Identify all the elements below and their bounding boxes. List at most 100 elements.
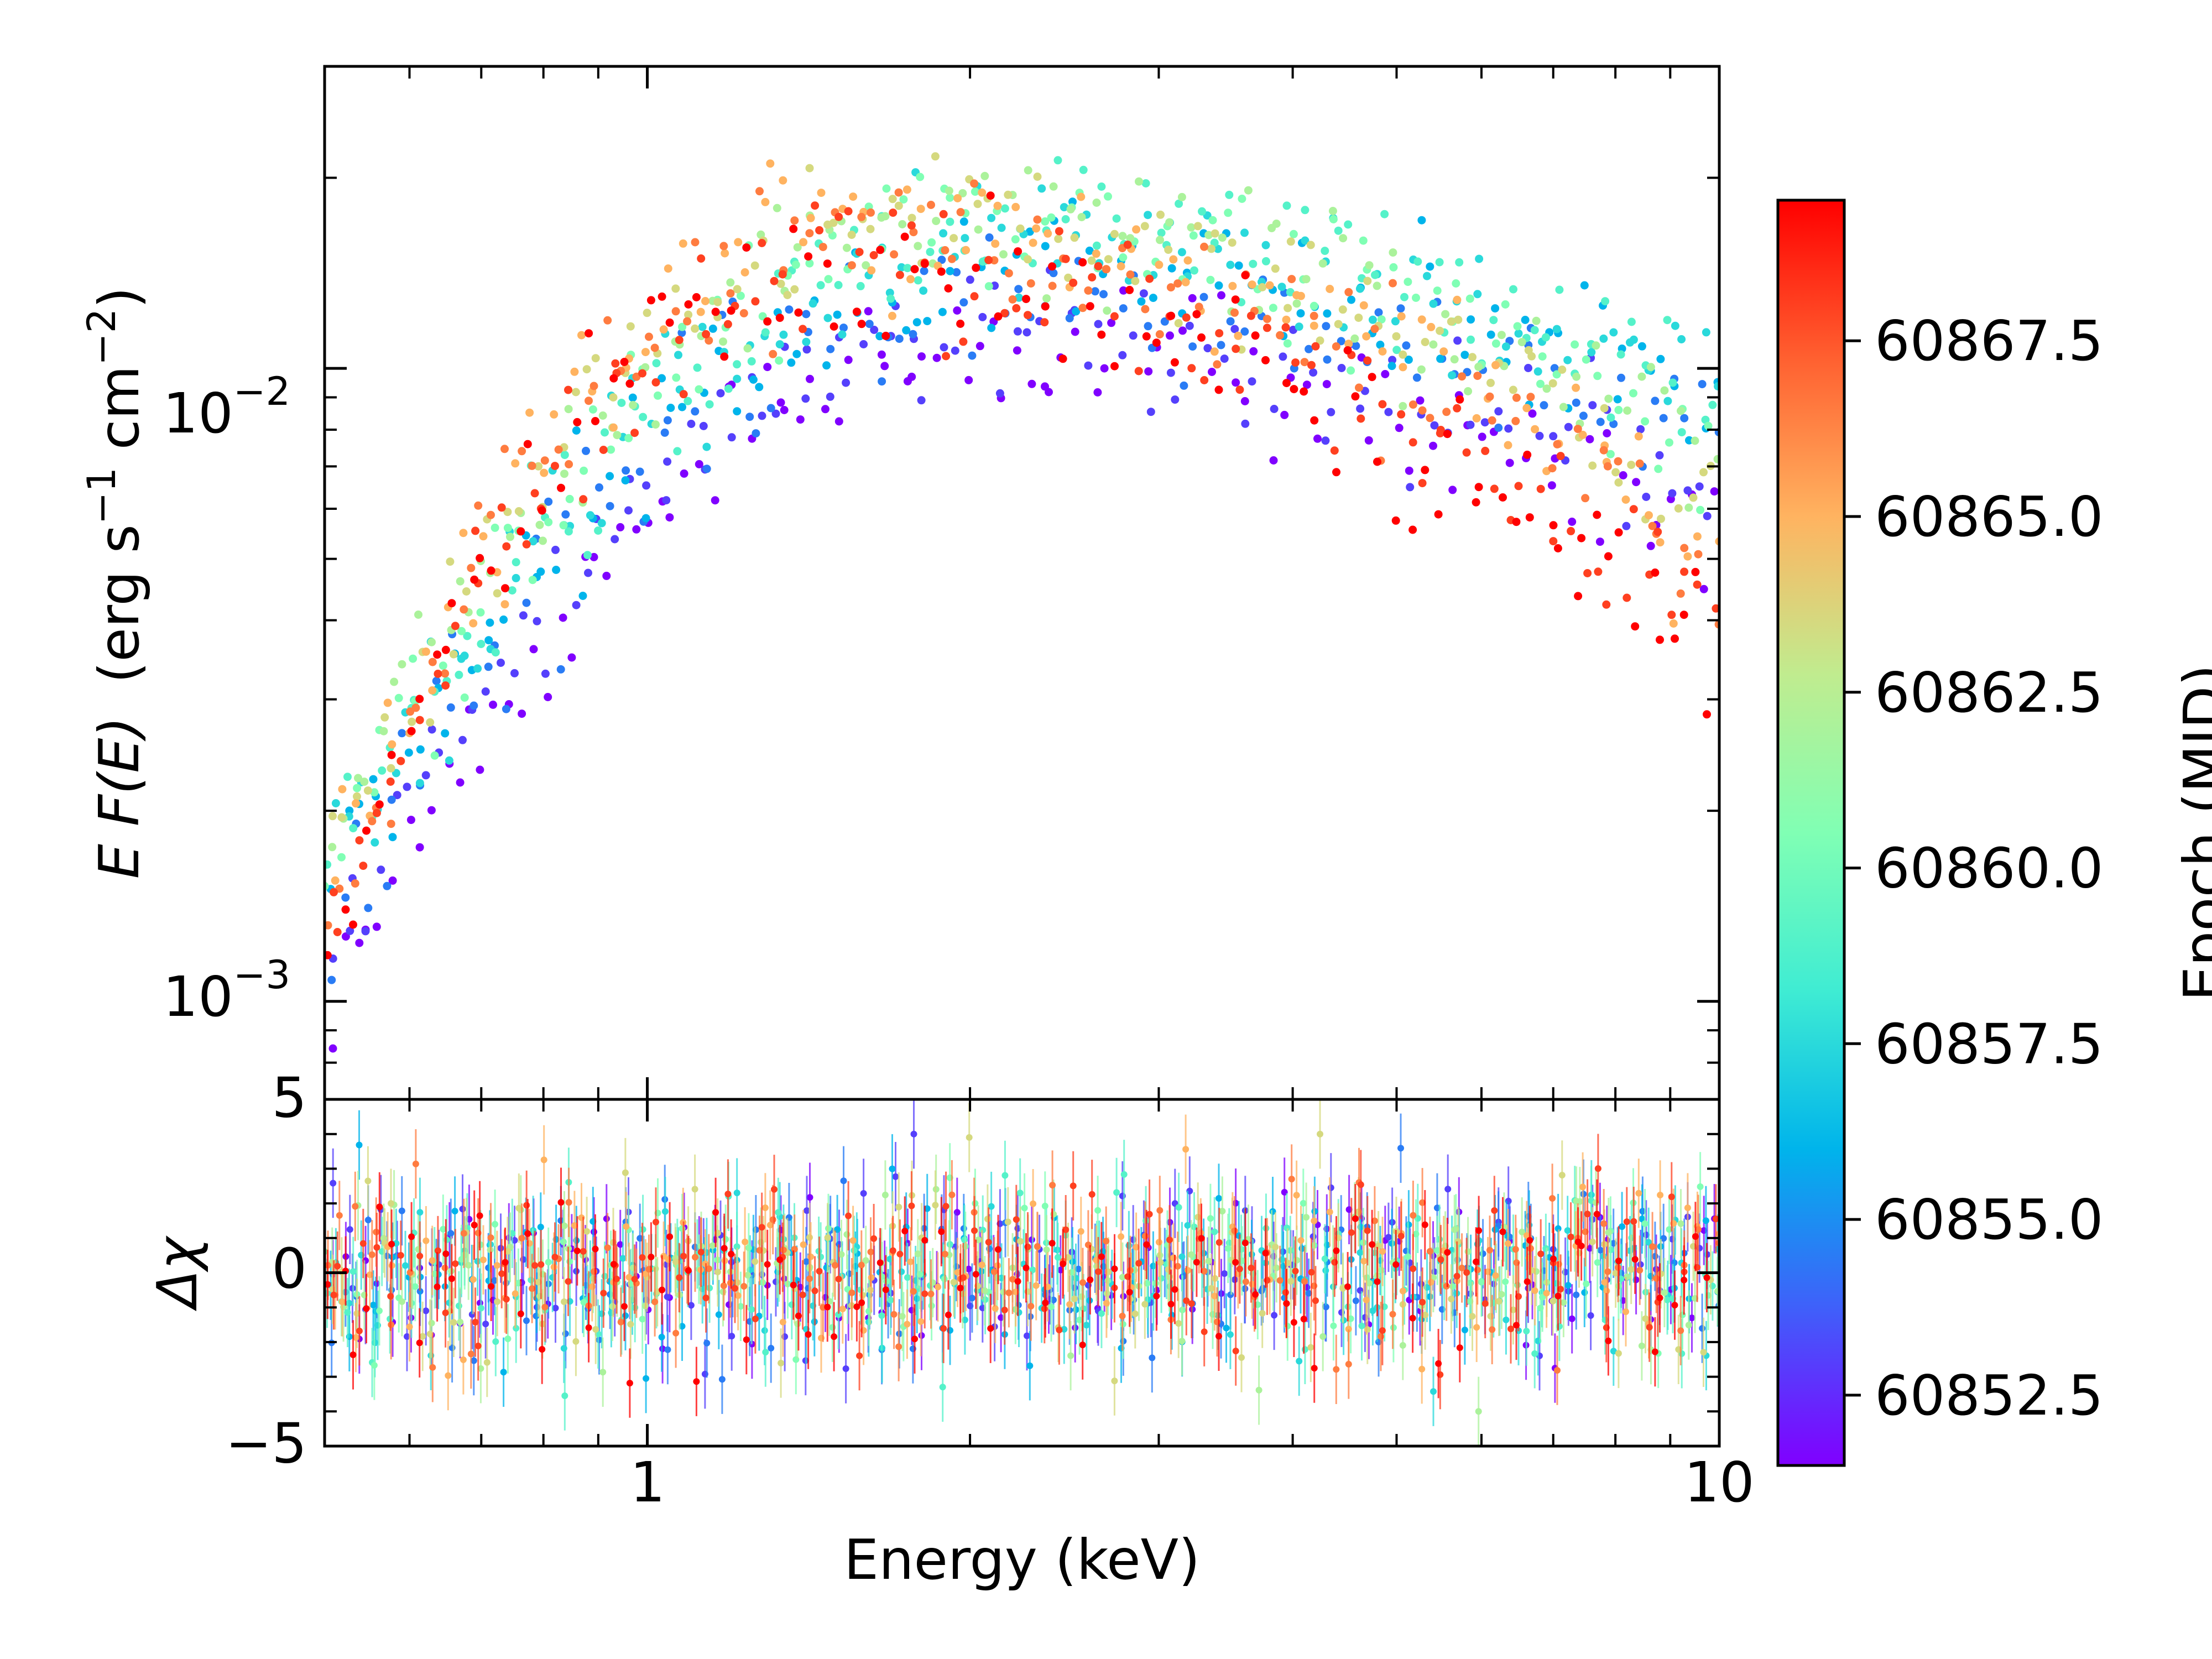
data-point	[903, 264, 912, 273]
data-point	[564, 527, 573, 536]
data-point	[1691, 567, 1700, 576]
data-point	[1609, 420, 1618, 429]
data-point	[882, 184, 891, 193]
data-point	[539, 536, 547, 545]
data-point	[916, 173, 925, 181]
colorbar-ticks: 60852.560855.060857.560860.060862.560865…	[1844, 309, 2104, 1428]
data-point	[790, 216, 799, 225]
data-point	[1026, 279, 1035, 288]
data-point	[691, 238, 700, 247]
data-point	[733, 285, 742, 294]
data-point	[747, 357, 756, 366]
residual-point	[1149, 1354, 1156, 1361]
x-tick-label-10: 10	[1684, 1450, 1754, 1515]
data-point	[695, 460, 703, 468]
data-point	[379, 727, 388, 735]
residual-point	[1631, 1256, 1639, 1263]
data-point	[613, 431, 622, 440]
data-point	[500, 445, 509, 453]
residual-point	[515, 1204, 523, 1212]
residual-point	[1198, 1235, 1205, 1242]
data-point	[724, 384, 733, 393]
data-point	[779, 176, 787, 185]
residual-point	[1201, 1267, 1208, 1275]
data-point	[801, 394, 810, 403]
data-point	[584, 568, 592, 577]
data-point	[502, 542, 511, 551]
data-point	[1580, 281, 1589, 290]
data-point	[1249, 347, 1258, 356]
residual-point	[804, 1207, 810, 1214]
data-point	[1084, 286, 1093, 295]
data-point	[771, 409, 780, 418]
residual-point	[1542, 1245, 1550, 1252]
data-point	[1389, 248, 1397, 257]
data-point	[1467, 335, 1475, 344]
data-point	[1683, 486, 1692, 495]
data-point	[727, 306, 735, 315]
data-point	[775, 314, 784, 322]
residual-point	[1357, 1249, 1364, 1256]
data-point	[1512, 518, 1521, 526]
residual-point	[1166, 1237, 1173, 1243]
data-point	[932, 217, 941, 226]
data-point	[1577, 534, 1586, 542]
residual-point	[467, 1350, 474, 1358]
data-point	[1384, 408, 1393, 416]
data-point	[481, 687, 490, 696]
residual-point	[895, 1203, 902, 1211]
data-point	[886, 294, 895, 303]
data-point	[658, 374, 666, 383]
data-point	[1193, 222, 1202, 231]
residual-point	[1615, 1350, 1622, 1357]
data-point	[678, 322, 687, 331]
data-point	[763, 363, 772, 372]
data-point	[589, 382, 598, 390]
residual-point	[1379, 1248, 1386, 1255]
residual-point	[1554, 1367, 1561, 1374]
data-point	[360, 778, 369, 786]
residual-point	[1171, 1286, 1178, 1293]
residual-point	[1141, 1233, 1149, 1240]
data-point	[793, 243, 802, 252]
data-point	[325, 951, 332, 959]
residual-point	[831, 1333, 838, 1340]
residual-point	[1048, 1240, 1056, 1247]
data-point	[959, 217, 968, 226]
residual-point	[476, 1212, 483, 1219]
data-point	[974, 225, 983, 234]
data-point	[662, 496, 671, 505]
residual-point	[1531, 1350, 1538, 1357]
data-point	[1713, 455, 1719, 463]
data-point	[1323, 355, 1332, 364]
residual-point	[769, 1216, 776, 1223]
data-point	[1399, 363, 1407, 372]
data-point	[502, 705, 510, 713]
data-point	[500, 600, 509, 609]
data-point	[1453, 295, 1462, 304]
data-point	[1156, 210, 1165, 219]
data-point	[353, 784, 362, 792]
data-point	[380, 713, 389, 722]
data-point	[1155, 260, 1164, 269]
data-point	[1126, 270, 1135, 279]
data-point	[1513, 322, 1522, 331]
data-point	[907, 213, 916, 222]
data-point	[1322, 380, 1331, 389]
residual-point	[373, 1244, 380, 1251]
data-point	[823, 259, 832, 268]
data-point	[1199, 293, 1208, 301]
data-point	[1613, 395, 1622, 404]
residual-point	[806, 1275, 813, 1282]
residual-point	[1293, 1192, 1300, 1199]
residual-point	[1153, 1292, 1160, 1300]
residual-point	[835, 1311, 842, 1318]
data-point	[995, 389, 1004, 398]
colorbar	[1776, 199, 1846, 1467]
data-point	[1232, 378, 1240, 387]
data-point	[842, 243, 851, 252]
residual-point	[1364, 1326, 1371, 1333]
data-point	[375, 800, 384, 809]
residual-point	[1653, 1275, 1660, 1282]
data-point	[862, 261, 870, 270]
